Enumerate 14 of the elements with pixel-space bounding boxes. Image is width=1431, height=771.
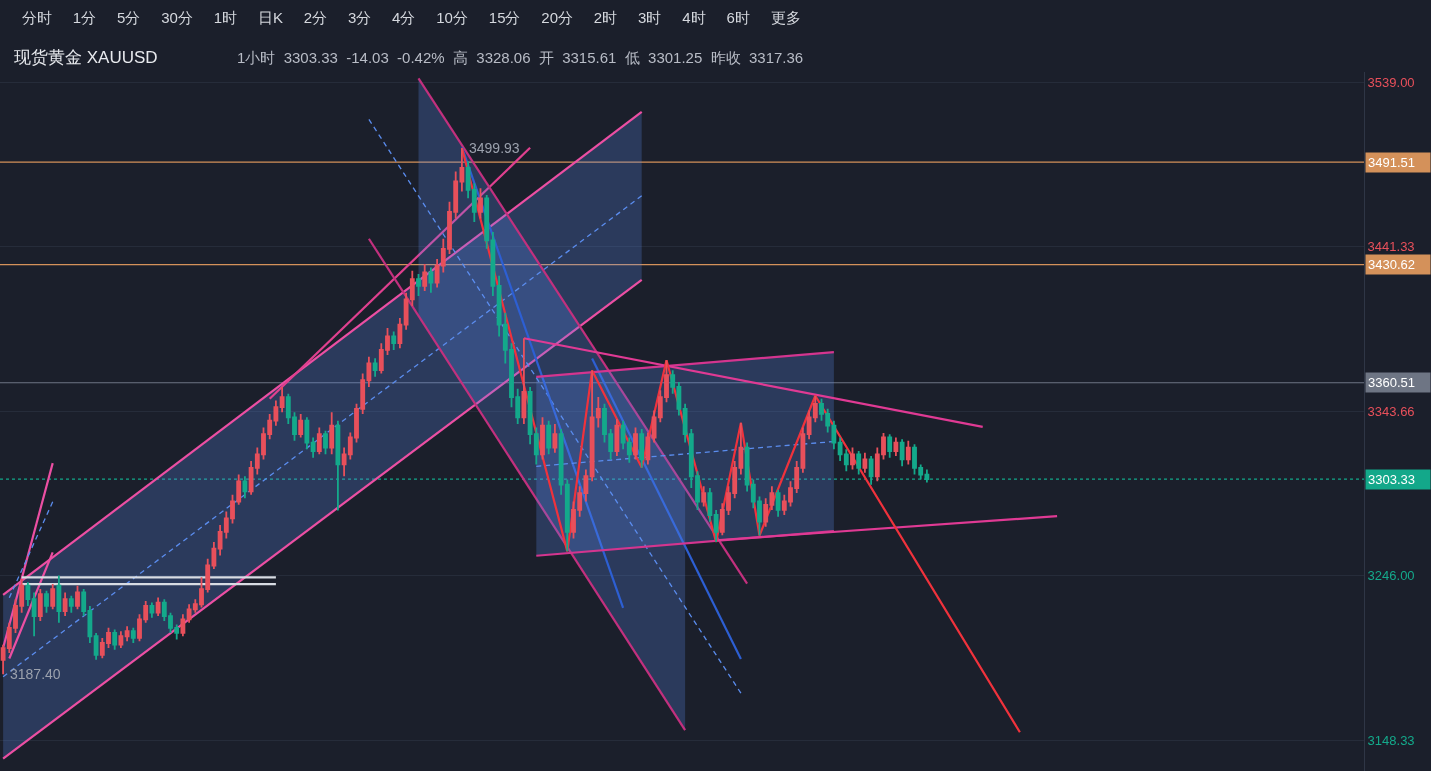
y-tick-label: 3148.33: [1367, 732, 1415, 748]
text: 分时 1分 5分 30分 1时 日K 2分 3分 4分 10分 15分 20分 2时 3时 4时 6时 更多: [22, 9, 801, 26]
y-tick-label: 3539.00: [1367, 74, 1415, 90]
ref-line-label: 3430.62: [1368, 257, 1415, 272]
chart-subtitle: 1小时 3303.33 -14.03 -0.42% 高 3328.06 开 3315.61 低 3301.25 昨收 3317.36: [237, 49, 804, 66]
y-tick-label: 3441.33: [1367, 239, 1415, 255]
ref-line-label: 3360.51: [1368, 375, 1415, 390]
ref-line-label: 3303.33: [1368, 472, 1415, 487]
y-tick-label: 3343.66: [1367, 403, 1415, 419]
annotation: 3499.93: [469, 140, 520, 156]
chart-title: 现货黄金 XAUUSD: [14, 47, 158, 67]
annotation: 3187.40: [10, 666, 61, 682]
y-tick-label: 3246.00: [1367, 568, 1415, 584]
ref-line-label: 3491.51: [1368, 155, 1415, 170]
